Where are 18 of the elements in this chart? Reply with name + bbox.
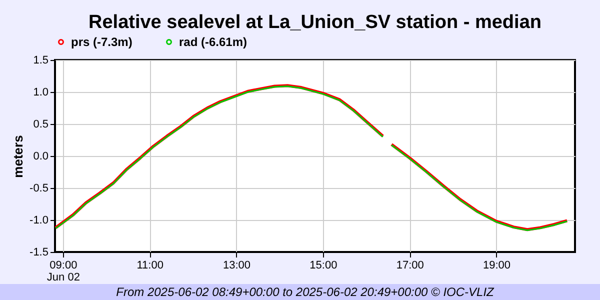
text: From 2025-06-02 08:49+00:00 to 2025-06-02 20:49+00:00 © IOC-VLIZ [116, 285, 495, 299]
y-axis-title: meters [10, 135, 26, 178]
chart-title: Relative sealevel at La_Union_SV station - median [88, 12, 542, 33]
x-tick-label: 13:00 [223, 260, 251, 272]
x-tick-label: 09:00 Jun 02 [46, 260, 80, 284]
x-tick-label: 15:00 [310, 260, 338, 272]
x-tick-label: 11:00 [136, 260, 164, 272]
y-tick-label: 1.5 [33, 54, 48, 66]
legend-label: prs (-7.3m) [71, 35, 132, 49]
y-tick-label: 0.0 [33, 150, 48, 162]
x-tick-label: 17:00 [396, 260, 424, 272]
y-tick-label: 1.0 [33, 86, 48, 98]
y-tick-label: -1.0 [30, 214, 48, 226]
y-tick-label: -0.5 [30, 182, 48, 194]
x-tick-label: 19:00 [483, 260, 511, 272]
legend-label: rad (-6.61m) [179, 35, 248, 49]
y-tick-label: -1.5 [30, 246, 48, 258]
y-tick-label: 0.5 [33, 118, 48, 130]
